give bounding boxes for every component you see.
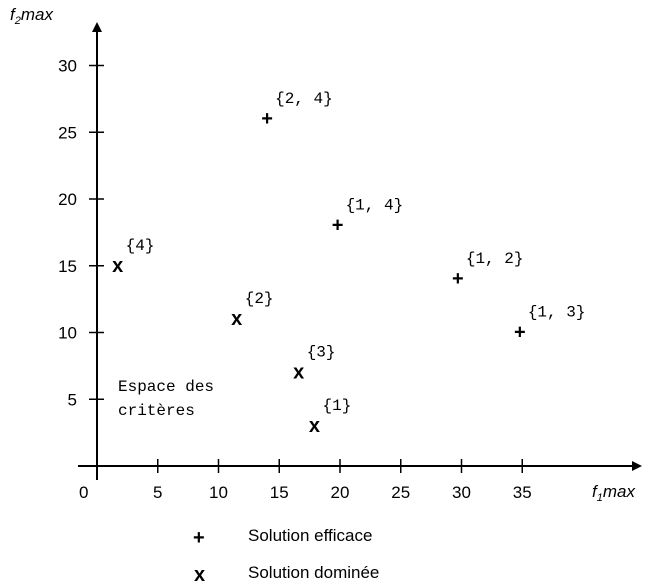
dominated-solution-point: x: [112, 255, 123, 277]
data-points: +{2, 4}+{1, 4}+{1, 2}+{1, 3}x{4}x{2}x{3}…: [112, 90, 585, 437]
legend-efficient-label: Solution efficace: [248, 526, 372, 545]
point-label: {2, 4}: [275, 90, 333, 108]
dominated-solution-point: x: [231, 308, 242, 330]
y-tick-label: 5: [68, 390, 77, 409]
y-tick-label: 15: [58, 257, 77, 276]
point-label: {4}: [126, 237, 155, 255]
y-axis-title: f2max: [10, 5, 53, 27]
x-tick-label: 5: [153, 483, 162, 502]
y-tick-label: 25: [58, 123, 77, 142]
point-label: {1}: [322, 397, 351, 415]
efficient-solution-point: +: [332, 215, 344, 237]
y-tick-label: 20: [58, 190, 77, 209]
point-label: {2}: [245, 290, 274, 308]
x-tick-label: 10: [209, 483, 228, 502]
legend-efficient-symbol: +: [193, 527, 205, 549]
origin-label: 0: [79, 483, 88, 502]
efficient-solution-point: +: [514, 322, 526, 344]
y-tick-label: 10: [58, 324, 77, 343]
y-ticks: 5 10 15 20 25 30: [58, 57, 104, 409]
dominated-solution-point: x: [293, 362, 304, 384]
criteria-space-annotation: Espace des critères: [118, 378, 224, 420]
x-tick-label: 15: [270, 483, 289, 502]
y-tick-label: 30: [58, 57, 77, 76]
x-tick-label: 20: [331, 483, 350, 502]
x-axis-title: f1max: [592, 482, 635, 504]
legend-dominated-label: Solution dominée: [248, 563, 379, 582]
x-tick-label: 30: [452, 483, 471, 502]
x-ticks: 5 10 15 20 25 30 35: [153, 459, 532, 502]
x-tick-label: 35: [513, 483, 532, 502]
dominated-solution-point: x: [309, 415, 320, 437]
x-tick-label: 25: [391, 483, 410, 502]
efficient-solution-point: +: [261, 108, 273, 130]
point-label: {1, 4}: [346, 197, 404, 215]
legend: + Solution efficace x Solution dominée: [193, 526, 379, 585]
legend-dominated-symbol: x: [194, 564, 205, 585]
point-label: {1, 2}: [466, 250, 524, 268]
point-label: {1, 3}: [528, 304, 586, 322]
point-label: {3}: [307, 344, 336, 362]
efficient-solution-point: +: [452, 268, 464, 290]
